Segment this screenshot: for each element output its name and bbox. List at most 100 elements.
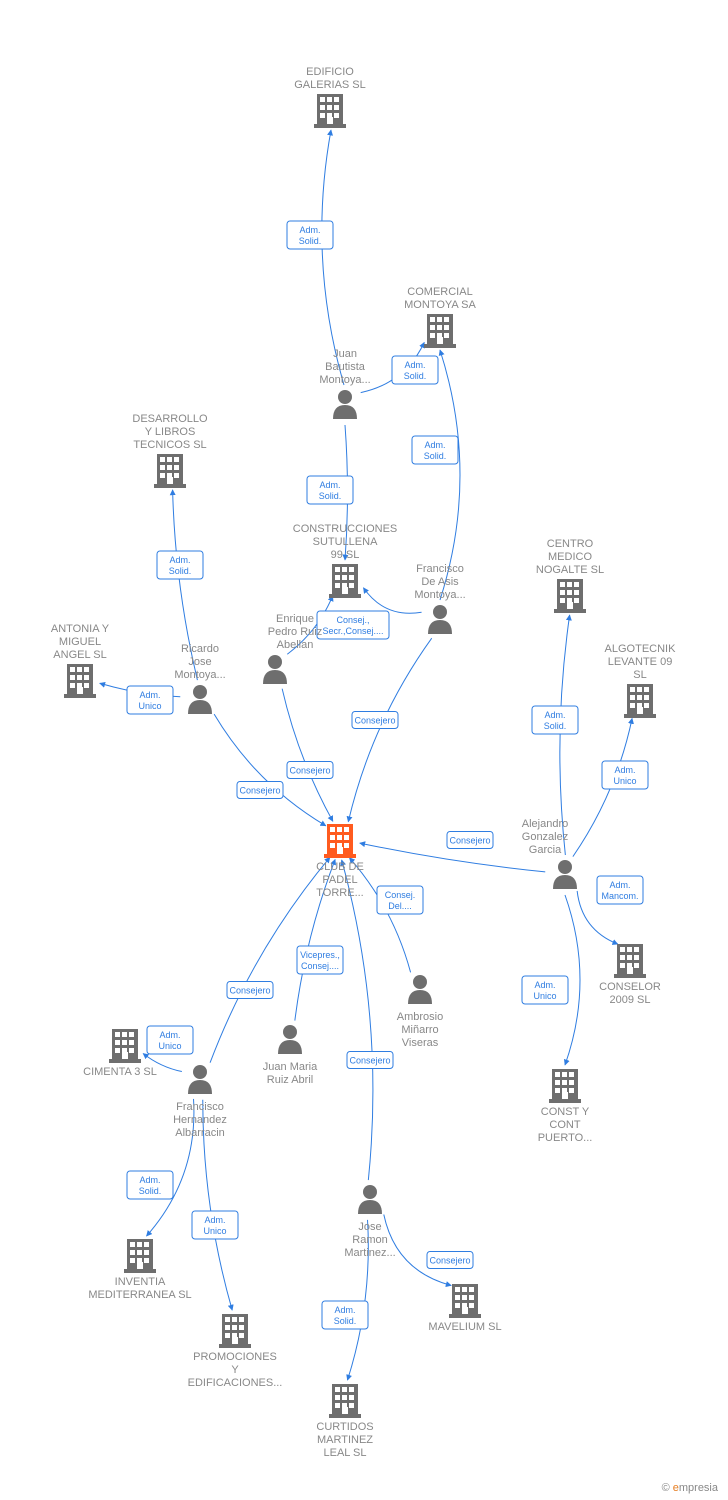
node-algotecnik: ALGOTECNIKLEVANTE 09SL — [605, 643, 677, 718]
node-label: SUTULLENA — [313, 536, 378, 548]
node-label: Hernandez — [173, 1114, 227, 1126]
person-icon — [333, 390, 357, 419]
node-label: Abellan — [277, 639, 314, 651]
node-label: EDIFICIO — [306, 66, 354, 78]
node-label: Jose — [358, 1221, 381, 1233]
node-conselor: CONSELOR2009 SL — [599, 944, 661, 1006]
node-label: CURTIDOS — [316, 1421, 373, 1433]
node-enrique: EnriquePedro RuizAbellan — [263, 613, 322, 684]
building-icon — [329, 1384, 361, 1418]
edge-label: Del.... — [388, 901, 412, 911]
node-label: Viseras — [402, 1037, 439, 1049]
node-ricardo: RicardoJoseMontoya... — [174, 643, 225, 714]
person-icon — [358, 1185, 382, 1214]
node-label: Martinez... — [344, 1247, 395, 1259]
node-const_cont: CONST YCONTPUERTO... — [538, 1069, 593, 1144]
node-layer: CLUB DEPADELTORRE... EDIFICIOGALERIAS SL C… — [51, 66, 676, 1459]
edge-label: Consejero — [239, 786, 280, 796]
node-label: Ramon — [352, 1234, 387, 1246]
edge-label: Unico — [533, 991, 556, 1001]
node-label: TORRE... — [316, 887, 363, 899]
edge-label: Consejero — [354, 716, 395, 726]
node-label: Bautista — [325, 361, 366, 373]
edge-label: Adm. — [534, 980, 555, 990]
node-cimenta: CIMENTA 3 SL — [83, 1029, 157, 1078]
building-icon — [154, 454, 186, 488]
node-label: 2009 SL — [610, 994, 651, 1006]
edge — [348, 638, 431, 822]
edge-label: Adm. — [139, 1175, 160, 1185]
node-ambrosio: AmbrosioMiñarroViseras — [397, 975, 443, 1049]
node-label: Albarracin — [175, 1127, 225, 1139]
edge-label: Mancom. — [601, 891, 638, 901]
node-label: 99 SL — [331, 549, 360, 561]
edge — [363, 588, 421, 614]
edge-label: Adm. — [299, 225, 320, 235]
node-label: Juan — [333, 348, 357, 360]
footer-credit: © empresia — [662, 1482, 718, 1494]
edge-label: Unico — [158, 1041, 181, 1051]
node-label: GALERIAS SL — [294, 79, 366, 91]
building-icon — [329, 564, 361, 598]
edge-label: Adm. — [204, 1215, 225, 1225]
node-label: ANTONIA Y — [51, 623, 110, 635]
edge-label: Secr.,Consej.... — [322, 626, 383, 636]
node-label: PADEL — [322, 874, 357, 886]
building-icon — [549, 1069, 581, 1103]
node-francisco_asis: FranciscoDe AsisMontoya... — [414, 563, 465, 634]
building-icon — [424, 314, 456, 348]
person-icon — [278, 1025, 302, 1054]
node-label: MIGUEL — [59, 636, 101, 648]
building-icon — [554, 579, 586, 613]
edge-label: Unico — [613, 776, 636, 786]
edge — [342, 860, 373, 1180]
node-label: Miñarro — [401, 1024, 438, 1036]
node-label: COMERCIAL — [407, 286, 472, 298]
edge-label: Adm. — [319, 480, 340, 490]
node-fco_hernandez: FranciscoHernandezAlbarracin — [173, 1065, 227, 1139]
node-label: Montoya... — [174, 669, 225, 681]
node-label: CLUB DE — [316, 861, 364, 873]
person-icon — [188, 1065, 212, 1094]
edge-label: Consejero — [229, 986, 270, 996]
building-icon — [314, 94, 346, 128]
node-label: TECNICOS SL — [133, 439, 206, 451]
node-alejandro: AlejandroGonzalezGarcia — [522, 818, 577, 889]
node-label: Montoya... — [319, 374, 370, 386]
node-label: Gonzalez — [522, 831, 568, 843]
building-icon — [219, 1314, 251, 1348]
edge-label: Vicepres., — [300, 950, 340, 960]
edge-label: Adm. — [169, 555, 190, 565]
edge-label: Adm. — [139, 690, 160, 700]
person-icon — [553, 860, 577, 889]
person-icon — [428, 605, 452, 634]
person-icon — [408, 975, 432, 1004]
edge-label: Solid. — [334, 1316, 357, 1326]
edge-label: Adm. — [334, 1305, 355, 1315]
building-icon — [624, 684, 656, 718]
node-label: NOGALTE SL — [536, 564, 604, 576]
node-label: Jose — [188, 656, 211, 668]
edge-label: Consejero — [349, 1056, 390, 1066]
node-label: ANGEL SL — [53, 649, 106, 661]
node-label: Enrique — [276, 613, 314, 625]
edge-label: Solid. — [424, 451, 447, 461]
building-icon — [64, 664, 96, 698]
building-icon — [449, 1284, 481, 1318]
node-juan_bautista: JuanBautistaMontoya... — [319, 348, 370, 419]
edge-label: Unico — [138, 701, 161, 711]
node-label: DESARROLLO — [132, 413, 208, 425]
building-icon — [614, 944, 646, 978]
node-label: EDIFICACIONES... — [188, 1377, 283, 1389]
edge-label: Adm. — [609, 880, 630, 890]
edge-label: Adm. — [404, 360, 425, 370]
node-label: Juan Maria — [263, 1061, 318, 1073]
node-label: CONST Y — [541, 1106, 590, 1118]
node-curtidos: CURTIDOSMARTINEZLEAL SL — [316, 1384, 373, 1459]
node-label: CONSTRUCCIONES — [293, 523, 398, 535]
node-label: CONT — [549, 1119, 580, 1131]
building-icon — [324, 824, 356, 858]
node-label: INVENTIA — [115, 1276, 166, 1288]
building-icon — [109, 1029, 141, 1063]
node-label: Ricardo — [181, 643, 219, 655]
